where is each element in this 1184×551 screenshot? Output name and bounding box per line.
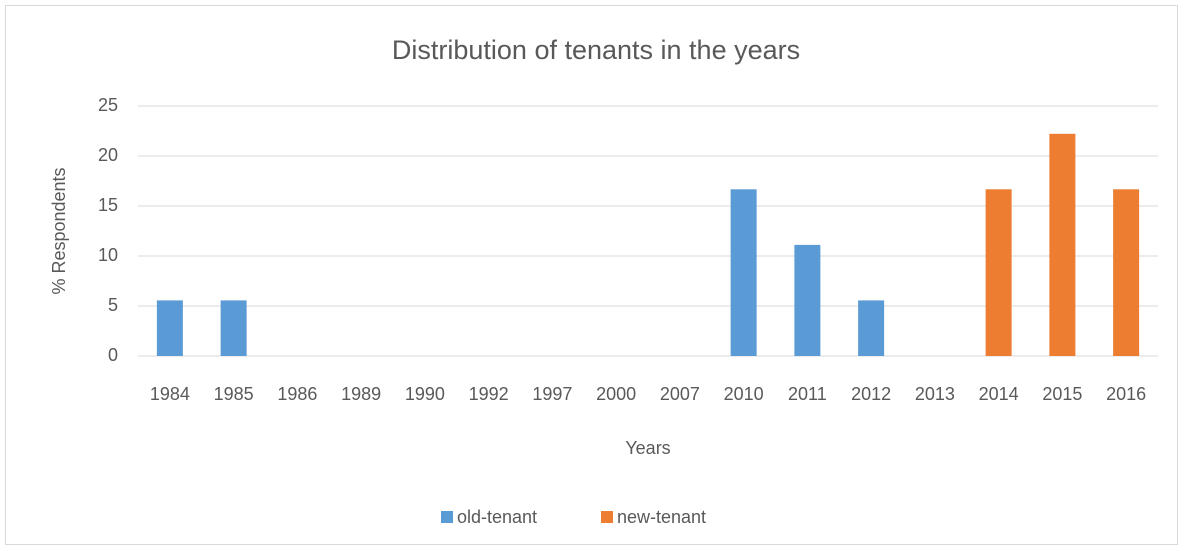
legend-label: old-tenant bbox=[457, 507, 537, 527]
x-tick-label: 2015 bbox=[1042, 384, 1082, 404]
chart-frame bbox=[5, 5, 1178, 545]
bar bbox=[730, 189, 757, 356]
bar bbox=[220, 300, 247, 356]
y-tick-label: 15 bbox=[98, 195, 118, 215]
bar bbox=[156, 300, 183, 356]
x-tick-label: 2016 bbox=[1106, 384, 1146, 404]
x-tick-label: 2007 bbox=[660, 384, 700, 404]
y-axis-label: % Respondents bbox=[49, 167, 69, 294]
x-axis-label: Years bbox=[625, 438, 670, 458]
y-tick-label: 5 bbox=[108, 295, 118, 315]
x-tick-label: 1989 bbox=[341, 384, 381, 404]
y-tick-label: 10 bbox=[98, 245, 118, 265]
legend-label: new-tenant bbox=[617, 507, 706, 527]
bar bbox=[1113, 189, 1140, 356]
x-tick-label: 2014 bbox=[979, 384, 1019, 404]
x-tick-label: 2000 bbox=[596, 384, 636, 404]
bar bbox=[858, 300, 885, 356]
bar bbox=[985, 189, 1012, 356]
bar bbox=[1049, 133, 1076, 356]
x-tick-label: 1984 bbox=[150, 384, 190, 404]
x-tick-label: 1990 bbox=[405, 384, 445, 404]
x-tick-label: 2010 bbox=[724, 384, 764, 404]
y-tick-label: 20 bbox=[98, 145, 118, 165]
chart-title: Distribution of tenants in the years bbox=[392, 35, 800, 65]
x-tick-label: 1986 bbox=[277, 384, 317, 404]
legend-swatch bbox=[601, 511, 613, 523]
y-tick-label: 25 bbox=[98, 95, 118, 115]
x-tick-label: 1992 bbox=[469, 384, 509, 404]
x-tick-label: 2011 bbox=[788, 384, 827, 404]
x-tick-label: 1985 bbox=[214, 384, 254, 404]
x-tick-label: 2013 bbox=[915, 384, 955, 404]
x-tick-label: 2012 bbox=[851, 384, 891, 404]
bar bbox=[794, 244, 821, 356]
y-tick-label: 0 bbox=[108, 345, 118, 365]
legend-swatch bbox=[441, 511, 453, 523]
x-tick-label: 1997 bbox=[532, 384, 572, 404]
